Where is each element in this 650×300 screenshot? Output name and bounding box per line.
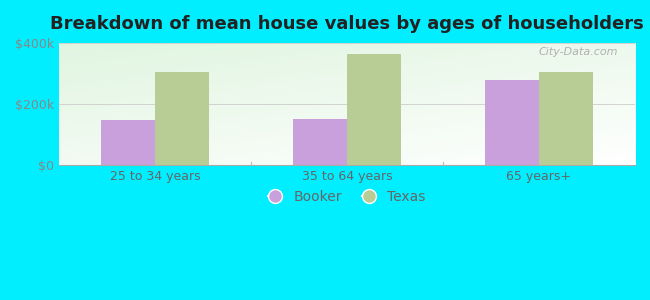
Bar (101, 120, 155, 165)
Bar (539, 73, 593, 165)
Title: Breakdown of mean house values by ages of householders: Breakdown of mean house values by ages o… (50, 15, 644, 33)
Bar (347, 54, 401, 165)
Bar (155, 73, 209, 165)
Bar (486, 80, 539, 165)
Bar (293, 118, 347, 165)
Legend: Booker, Texas: Booker, Texas (263, 184, 432, 209)
Text: City-Data.com: City-Data.com (538, 46, 617, 56)
